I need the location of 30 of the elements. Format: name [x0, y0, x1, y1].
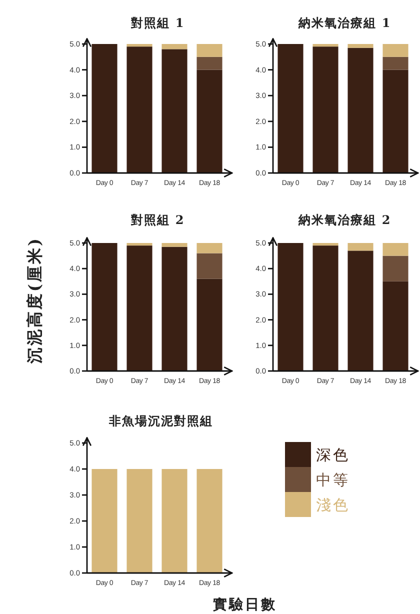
- chart-title: 對照組 2: [130, 213, 185, 227]
- bar: [348, 243, 374, 251]
- bar: [312, 246, 338, 371]
- bar: [348, 250, 374, 371]
- bar: [312, 243, 338, 246]
- legend-label: 深色: [316, 446, 350, 464]
- bar: [312, 44, 338, 47]
- chart-title: 非魚場沉泥對照組: [108, 414, 213, 428]
- x-axis-title: 實驗日數: [213, 597, 277, 613]
- bar: [278, 243, 304, 371]
- bar: [162, 246, 188, 371]
- bar: [92, 44, 118, 173]
- chart-title: 納米氧治療組 1: [298, 16, 392, 30]
- bar: [126, 46, 152, 173]
- chart-title: 納米氧治療組 2: [298, 213, 392, 227]
- bar: [162, 49, 188, 173]
- bar: [162, 243, 188, 247]
- chart-title: 對照組 1: [130, 16, 185, 30]
- bar: [348, 44, 374, 48]
- bar: [126, 243, 152, 246]
- y-axis-title: 沉泥高度(厘米): [25, 236, 44, 365]
- bar: [278, 44, 304, 173]
- legend-label: 中等: [316, 471, 350, 489]
- bar: [162, 44, 188, 50]
- bar: [126, 44, 152, 47]
- bar: [126, 246, 152, 371]
- bar: [92, 243, 118, 371]
- bar: [312, 46, 338, 173]
- bar: [348, 48, 374, 173]
- legend-label: 淺色: [316, 496, 350, 514]
